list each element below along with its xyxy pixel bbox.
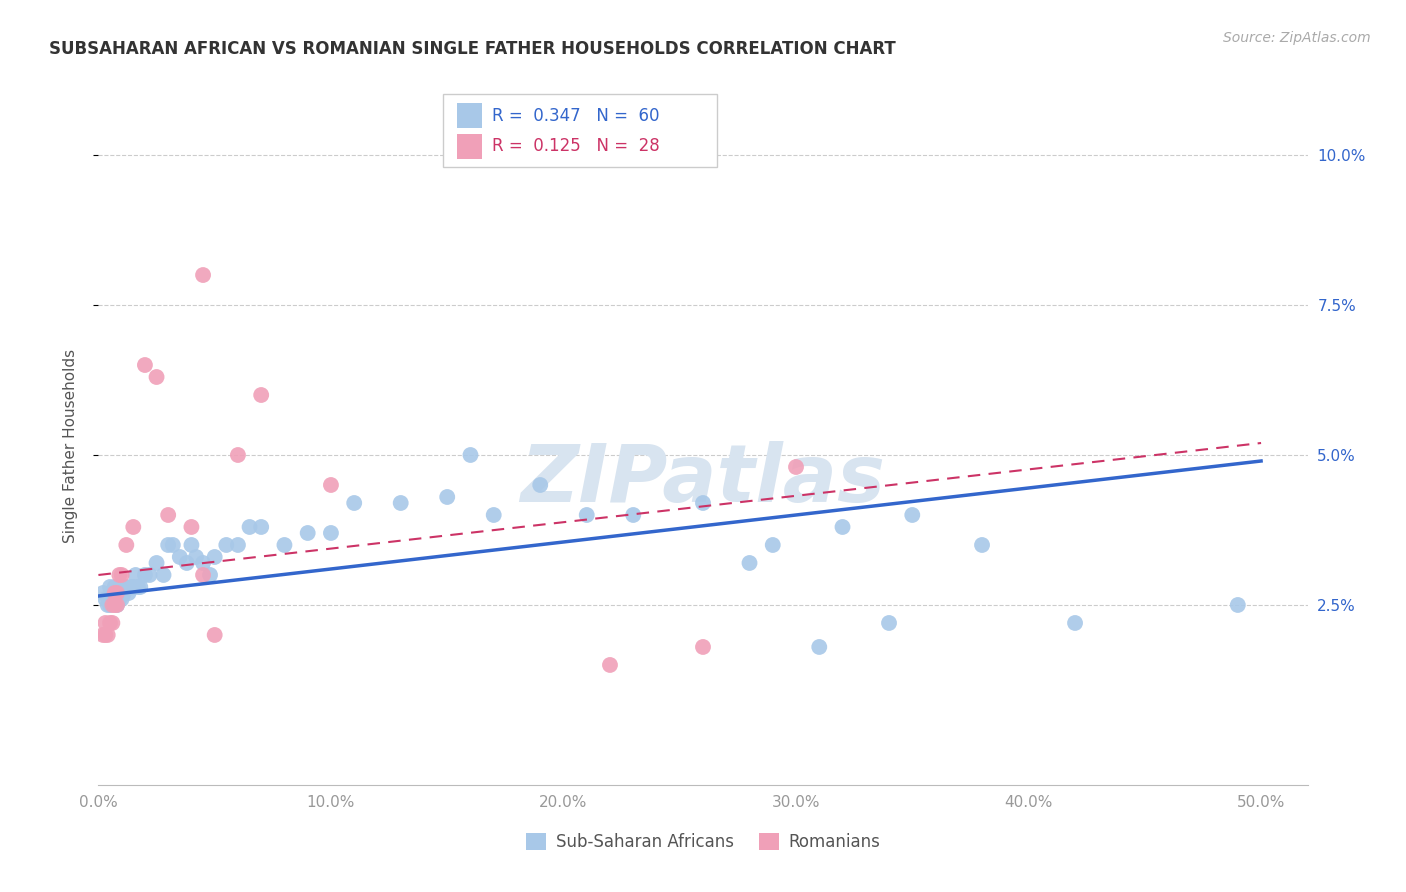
Text: ZIPatlas: ZIPatlas (520, 441, 886, 519)
Point (970, 538, 993, 552)
Point (319, 526, 342, 541)
Point (180, 538, 202, 552)
Point (204, 549, 226, 564)
Point (101, 598, 124, 612)
Point (152, 568, 174, 582)
Point (460, 448, 482, 462)
Point (901, 508, 924, 522)
Point (98, 580, 121, 594)
Text: R =  0.347   N =  60: R = 0.347 N = 60 (492, 107, 659, 125)
Point (738, 556, 761, 570)
Point (111, 568, 134, 582)
Point (145, 370, 167, 384)
Point (215, 538, 238, 552)
Point (184, 549, 207, 564)
Point (105, 586, 128, 600)
Point (762, 538, 785, 552)
Point (115, 538, 138, 552)
Point (111, 592, 134, 607)
Point (785, 460, 807, 475)
Point (129, 580, 152, 594)
Point (98, 615, 121, 630)
Point (599, 657, 621, 672)
Point (104, 592, 127, 607)
Legend: Sub-Saharan Africans, Romanians: Sub-Saharan Africans, Romanians (519, 827, 887, 858)
Point (122, 520, 145, 534)
Point (226, 538, 249, 552)
Text: Source: ZipAtlas.com: Source: ZipAtlas.com (1223, 31, 1371, 45)
Point (831, 520, 853, 534)
Point (169, 549, 191, 564)
Point (91, 628, 114, 642)
Point (134, 358, 156, 372)
Point (482, 508, 505, 522)
Point (94, 592, 117, 607)
Point (94, 615, 117, 630)
Point (157, 538, 180, 552)
Point (204, 628, 226, 642)
Point (239, 520, 262, 534)
Point (105, 586, 128, 600)
Point (104, 598, 127, 612)
Point (120, 580, 142, 594)
Point (97, 598, 120, 612)
Point (191, 268, 214, 282)
Point (877, 615, 900, 630)
Point (389, 496, 412, 510)
Point (1226, 598, 1249, 612)
Point (162, 538, 184, 552)
Point (108, 568, 131, 582)
Point (436, 490, 458, 504)
Point (94, 628, 117, 642)
Point (575, 508, 598, 522)
Point (226, 448, 249, 462)
Point (343, 496, 366, 510)
Text: SUBSAHARAN AFRICAN VS ROMANIAN SINGLE FATHER HOUSEHOLDS CORRELATION CHART: SUBSAHARAN AFRICAN VS ROMANIAN SINGLE FA… (49, 40, 896, 58)
Point (124, 568, 146, 582)
Point (127, 580, 149, 594)
Point (145, 556, 167, 570)
Point (176, 556, 198, 570)
Point (98, 598, 121, 612)
Point (157, 508, 180, 522)
Point (692, 496, 714, 510)
Point (118, 586, 141, 600)
Text: R =  0.125   N =  28: R = 0.125 N = 28 (492, 137, 659, 155)
Point (111, 580, 134, 594)
Point (101, 615, 124, 630)
Point (122, 580, 145, 594)
Point (115, 580, 138, 594)
Point (297, 526, 319, 541)
Point (808, 640, 831, 654)
Point (180, 520, 202, 534)
Point (105, 598, 128, 612)
Point (101, 586, 124, 600)
Point (104, 580, 127, 594)
Point (319, 478, 342, 492)
Point (108, 586, 131, 600)
Point (621, 508, 644, 522)
Point (692, 640, 714, 654)
Point (529, 478, 551, 492)
Point (198, 568, 221, 582)
Point (104, 586, 127, 600)
Point (108, 592, 131, 607)
Point (273, 538, 295, 552)
Point (91, 586, 114, 600)
Point (1064, 615, 1087, 630)
Point (250, 520, 273, 534)
Point (97, 628, 120, 642)
Point (134, 568, 156, 582)
Point (138, 568, 160, 582)
Y-axis label: Single Father Households: Single Father Households (63, 349, 77, 543)
Point (105, 598, 128, 612)
Point (250, 388, 273, 402)
Point (112, 586, 135, 600)
Point (191, 556, 214, 570)
Point (191, 568, 214, 582)
